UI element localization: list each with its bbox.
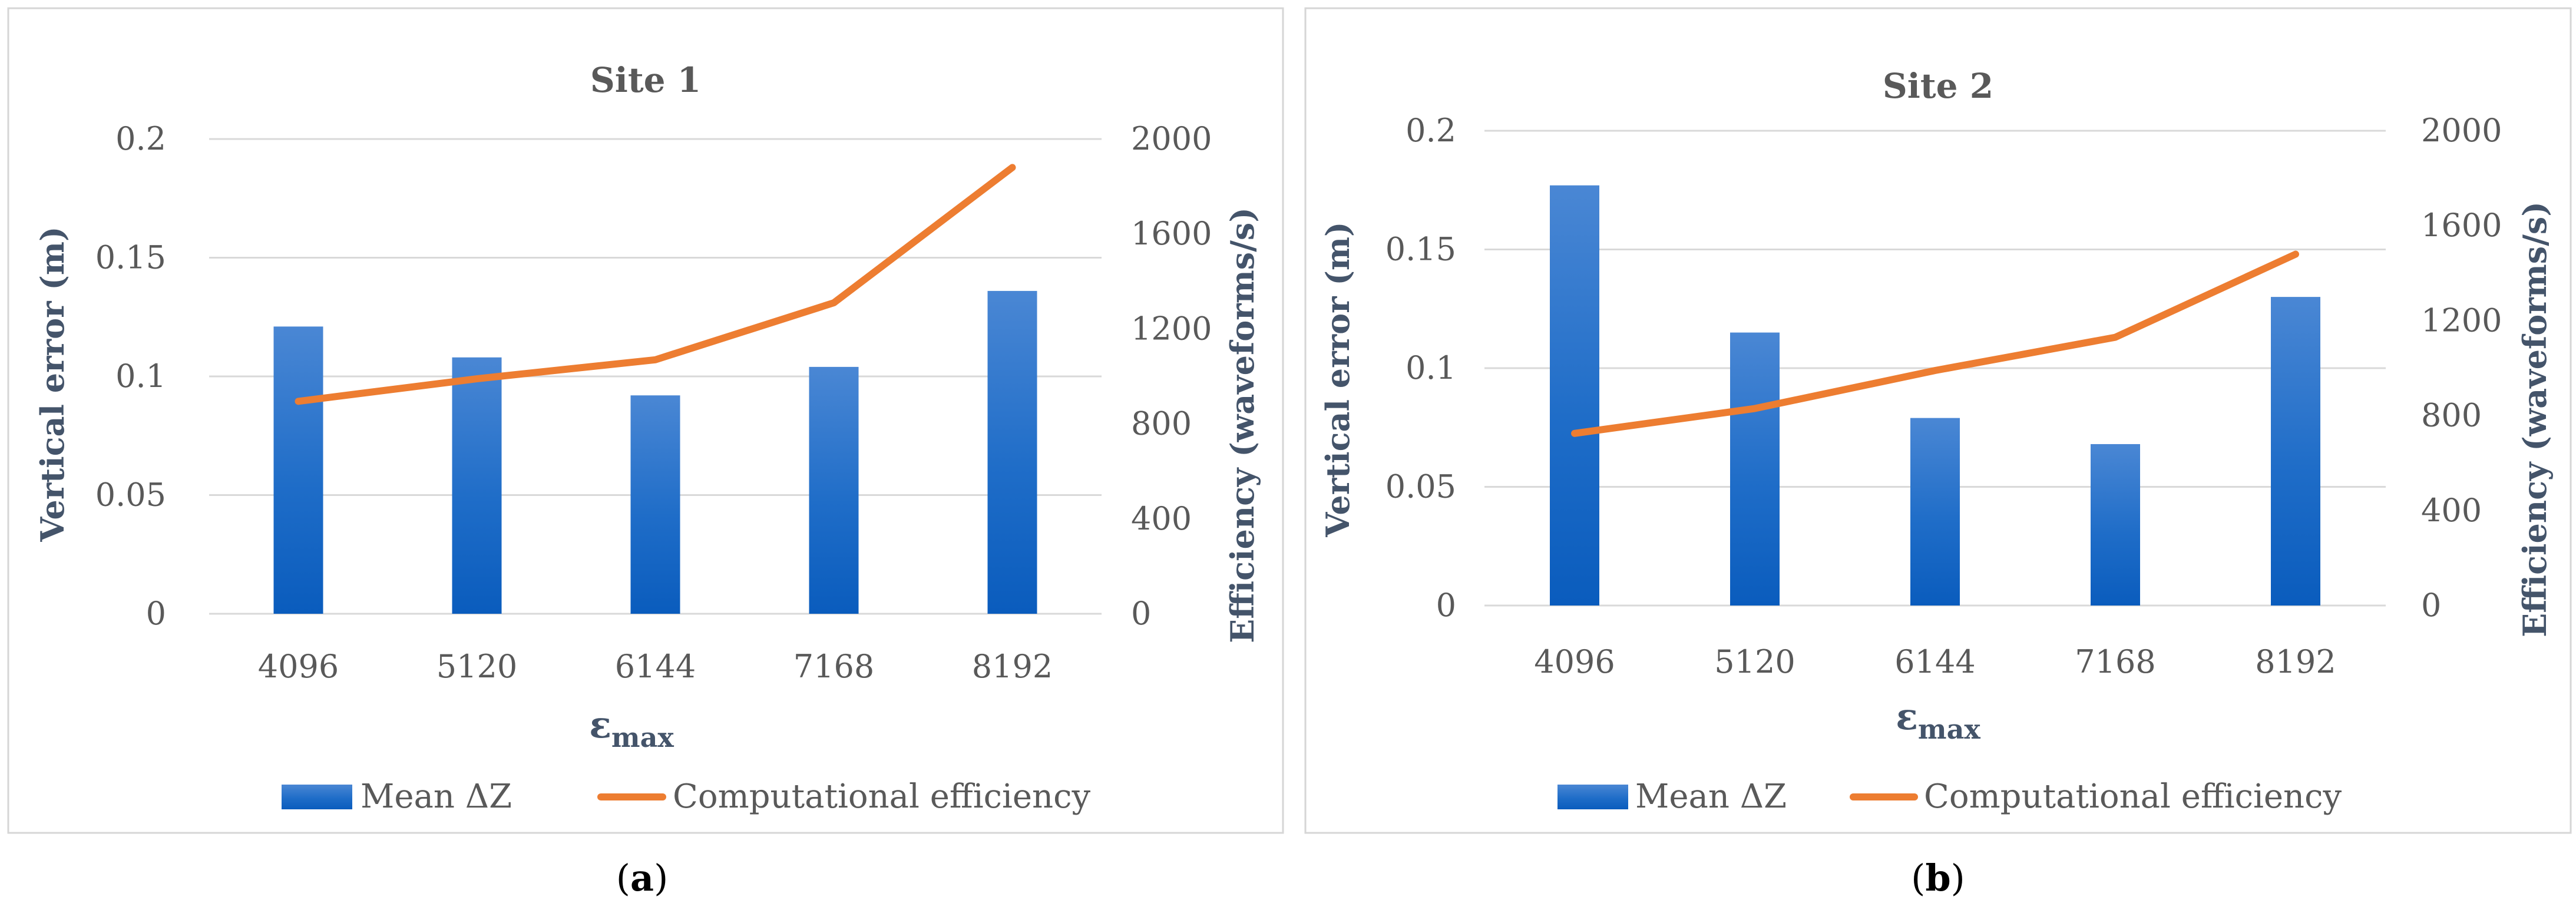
y-tick-label: 0.05	[95, 477, 166, 514]
line-series-computational-efficiency	[295, 164, 1016, 405]
x-tick-label: 7168	[2075, 643, 2155, 680]
x-axis-title-symbol: ε	[1896, 695, 1918, 738]
panel-label-close: )	[654, 856, 668, 899]
x-tick-label: 6144	[1894, 643, 1975, 680]
y-tick-label: 0.15	[1385, 231, 1456, 268]
x-tick-label: 4096	[258, 648, 339, 685]
bar-mean-dz	[809, 366, 859, 614]
x-tick-label: 8192	[2255, 643, 2336, 680]
y-axis-left-ticks: 0 0.05 0.1 0.15 0.2	[95, 120, 166, 632]
y-tick-label: 0.1	[1406, 349, 1456, 386]
line-computational-efficiency	[295, 164, 1016, 405]
x-axis-ticks: 4096 5120 6144 7168 8192	[258, 648, 1053, 685]
y-tick-label: 0.15	[95, 239, 166, 276]
panel-label-letter: a	[630, 856, 654, 899]
x-axis-title: εmax	[1896, 695, 1980, 745]
y-axis-left-title: Vertical error (m)	[1319, 221, 1357, 537]
y2-tick-label: 800	[1131, 405, 1192, 442]
bar-mean-dz	[1910, 418, 1960, 606]
line-computational-efficiency	[1571, 250, 2299, 437]
bar-mean-dz	[1730, 332, 1780, 606]
panel-label-open: (	[1911, 856, 1925, 899]
legend: Mean ΔZ Computational efficiency	[1557, 778, 2342, 816]
y-axis-right-ticks: 0 400 800 1200 1600 2000	[1131, 120, 1212, 632]
y2-tick-label: 1200	[2421, 302, 2502, 339]
y2-tick-label: 1200	[1131, 310, 1212, 347]
chart-panel-site-1: Site 1 0 0.05 0.1 0.15 0.2 0 400 800 1200 1600 20…	[7, 7, 1284, 899]
y2-tick-label: 1600	[2421, 207, 2502, 244]
y-tick-label: 0.05	[1385, 468, 1456, 505]
y-tick-label: 0.2	[115, 120, 166, 157]
bar-series-mean-dz	[1550, 185, 2320, 606]
y2-tick-label: 0	[1131, 595, 1151, 632]
y-tick-label: 0	[146, 595, 166, 632]
bar-mean-dz	[2271, 297, 2320, 606]
panel-label-letter: b	[1925, 856, 1950, 899]
legend-label-mean-dz: Mean ΔZ	[1635, 778, 1787, 816]
x-tick-label: 4096	[1534, 643, 1615, 680]
chart-title: Site 2	[1883, 66, 1993, 106]
y2-tick-label: 0	[2421, 587, 2441, 624]
y-axis-right-title: Efficiency (waveforms/s)	[1223, 207, 1261, 643]
chart-panel-site-2: Site 2 0 0.05 0.1 0.15 0.2 0 400 800 1200 1600 20…	[1304, 7, 2572, 899]
y-axis-right-title: Efficiency (waveforms/s)	[2516, 201, 2554, 637]
x-tick-label: 8192	[972, 648, 1053, 685]
y2-tick-label: 400	[1131, 500, 1192, 537]
legend-label-computational-efficiency: Computational efficiency	[1924, 778, 2342, 816]
y2-tick-label: 1600	[1131, 215, 1212, 252]
x-axis-title: εmax	[589, 703, 674, 753]
panel-label-open: (	[616, 856, 630, 899]
bar-mean-dz	[987, 290, 1037, 614]
x-tick-label: 7168	[793, 648, 874, 685]
legend: Mean ΔZ Computational efficiency	[282, 778, 1090, 816]
y-tick-label: 0.2	[1406, 112, 1456, 149]
y-tick-label: 0.1	[115, 358, 166, 395]
x-axis-title-subscript: max	[1918, 713, 1980, 745]
bar-mean-dz	[630, 395, 680, 614]
chart-title: Site 1	[590, 60, 701, 100]
y-axis-left-ticks: 0 0.05 0.1 0.15 0.2	[1385, 112, 1456, 624]
panel-label: (a)	[616, 856, 669, 899]
bar-mean-dz	[273, 326, 323, 614]
y-axis-left-title: Vertical error (m)	[34, 226, 71, 542]
bar-series-mean-dz	[273, 290, 1037, 614]
bar-mean-dz	[2091, 444, 2140, 606]
bar-mean-dz	[452, 357, 502, 614]
y2-tick-label: 800	[2421, 397, 2482, 434]
line-series-computational-efficiency	[1571, 250, 2299, 437]
y-axis-right-ticks: 0 400 800 1200 1600 2000	[2421, 112, 2502, 624]
y2-tick-label: 2000	[2421, 112, 2502, 149]
x-tick-label: 5120	[1714, 643, 1795, 680]
legend-label-computational-efficiency: Computational efficiency	[673, 778, 1090, 816]
y2-tick-label: 2000	[1131, 120, 1212, 157]
legend-swatch-bar	[1557, 785, 1628, 809]
x-tick-label: 5120	[437, 648, 517, 685]
legend-swatch-bar	[282, 785, 352, 809]
y-tick-label: 0	[1436, 587, 1456, 624]
panel-label: (b)	[1911, 856, 1965, 899]
bar-mean-dz	[1550, 185, 1599, 606]
y2-tick-label: 400	[2421, 492, 2482, 529]
x-axis-title-subscript: max	[611, 722, 674, 753]
legend-label-mean-dz: Mean ΔZ	[361, 778, 512, 816]
x-tick-label: 6144	[615, 648, 696, 685]
x-axis-title-symbol: ε	[589, 703, 611, 746]
panel-label-close: )	[1951, 856, 1965, 899]
x-axis-ticks: 4096 5120 6144 7168 8192	[1534, 643, 2336, 680]
